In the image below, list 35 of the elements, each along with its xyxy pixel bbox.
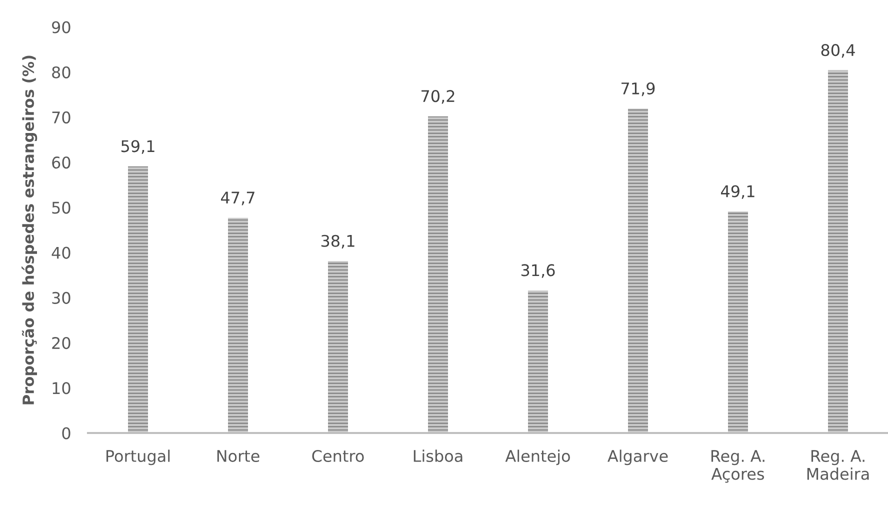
y-tick-label: 60 — [52, 156, 70, 169]
y-tick-label: 50 — [52, 202, 70, 214]
data-label: 71,9 — [622, 82, 655, 96]
data-label: 38,1 — [321, 234, 354, 249]
x-tick-label: Algarve — [608, 450, 668, 466]
x-tick-label: Centro — [312, 450, 364, 462]
x-tick-label: Portugal — [106, 450, 170, 466]
data-label: 31,6 — [521, 264, 555, 278]
y-tick-label: 30 — [52, 292, 70, 304]
y-axis-title: Proporção de hóspedes estrangeiros (%) — [22, 56, 38, 404]
x-tick-label: Norte — [217, 450, 260, 462]
y-tick-label: 90 — [52, 21, 70, 34]
y-tick-label: 10 — [52, 382, 70, 394]
x-tick-label: Reg. A. Madeira — [807, 450, 869, 480]
y-tick-label: 70 — [52, 111, 70, 124]
x-tick-label: Reg. A. Açores — [711, 450, 764, 483]
bar — [328, 261, 348, 433]
data-label: 47,7 — [221, 192, 254, 206]
bar — [828, 70, 848, 433]
data-label: 49,1 — [721, 185, 754, 199]
y-tick-label: 80 — [52, 66, 70, 78]
data-label: 80,4 — [821, 44, 855, 58]
y-tick-label: 0 — [62, 427, 70, 440]
bar — [428, 116, 448, 433]
data-label: 70,2 — [422, 90, 454, 104]
bar — [728, 212, 748, 433]
data-label: 59,1 — [121, 140, 154, 154]
bar — [128, 166, 148, 433]
y-tick-label: 20 — [52, 336, 70, 350]
y-tick-label: 40 — [52, 246, 70, 259]
bar — [228, 218, 248, 433]
bar — [628, 108, 648, 433]
bar — [528, 290, 548, 433]
x-tick-label: Alentejo — [505, 450, 570, 466]
x-tick-label: Lisboa — [414, 450, 462, 462]
